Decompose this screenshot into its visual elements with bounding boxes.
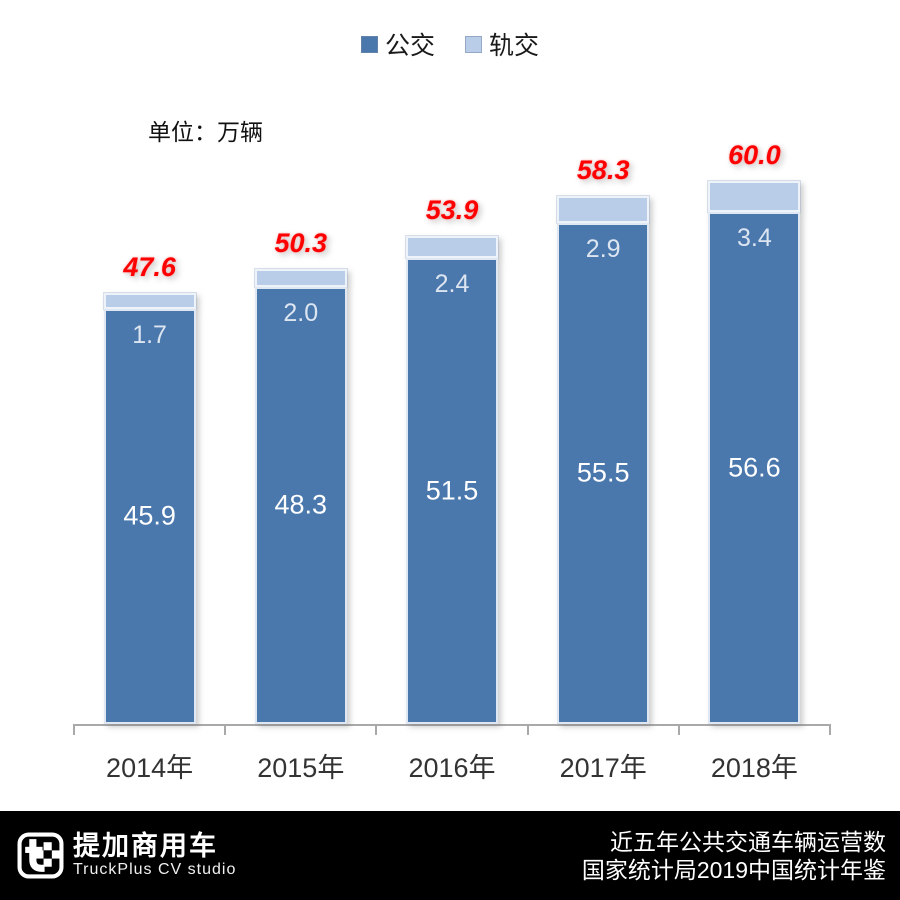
total-value-label: 53.9 <box>425 195 479 226</box>
rail-legend-swatch <box>465 35 482 53</box>
x-axis-tick <box>224 724 227 735</box>
x-axis-tick <box>829 724 831 735</box>
bus-value-label: 48.3 <box>274 489 328 520</box>
bus-segment: 1.7 45.9 <box>103 308 196 724</box>
bus-segment: 2.4 51.5 <box>406 257 498 724</box>
x-axis-tick <box>677 724 680 735</box>
total-value-label: 50.3 <box>274 227 328 258</box>
stacked-bar-2017年: 58.3 2.9 55.5 <box>556 155 651 724</box>
bus-value-label: 55.5 <box>576 457 630 488</box>
source-reference: 国家统计局2019中国统计年鉴 <box>581 856 886 883</box>
x-axis-line <box>74 724 830 726</box>
x-axis-label-2015年: 2015年 <box>257 753 345 783</box>
bus-value-label: 45.9 <box>123 500 176 531</box>
x-axis-label-2018年: 2018年 <box>710 753 798 783</box>
rail-value-label: 2.4 <box>434 269 470 298</box>
rail-value-label: 2.9 <box>585 234 621 263</box>
truckplus-logo-icon <box>17 832 64 879</box>
stacked-bar-2015年: 50.3 2.0 48.3 <box>253 228 348 724</box>
rail-value-label: 1.7 <box>132 320 167 349</box>
rail-segment <box>102 292 197 310</box>
legend-item-bus: 公交 <box>360 26 435 62</box>
bus-value-label: 51.5 <box>425 475 479 506</box>
data-source-caption: 近五年公共交通车辆运营数 国家统计局2019中国统计年鉴 <box>582 828 886 884</box>
unit-label: 单位：万辆 <box>148 119 263 145</box>
x-axis-tick <box>73 724 75 735</box>
bus-segment: 2.9 55.5 <box>557 222 650 724</box>
source-title: 近五年公共交通车辆运营数 <box>610 828 886 855</box>
x-axis-tick <box>375 724 378 735</box>
brand-name-cn: 提加商用车 <box>73 831 218 861</box>
rail-value-label: 2.0 <box>283 298 319 327</box>
x-axis-label-2014年: 2014年 <box>106 753 194 783</box>
rail-legend-label: 轨交 <box>489 32 540 60</box>
x-axis-label-2017年: 2017年 <box>559 753 647 783</box>
bus-legend-label: 公交 <box>384 32 435 60</box>
x-axis-label-2016年: 2016年 <box>408 753 496 783</box>
legend-item-rail: 轨交 <box>465 26 539 62</box>
x-axis-tick <box>526 724 529 735</box>
stacked-bar-2018年: 60.0 3.4 56.6 <box>707 140 802 724</box>
brand-logo: 提加商用车 TruckPlus CV studio <box>17 832 236 879</box>
total-value-label: 58.3 <box>576 155 630 186</box>
total-value-label: 60.0 <box>728 140 781 170</box>
total-value-label: 47.6 <box>123 252 176 283</box>
rail-value-label: 3.4 <box>737 223 772 252</box>
rail-segment <box>556 195 651 224</box>
bus-value-label: 56.6 <box>728 452 781 483</box>
stacked-bar-2014年: 47.6 1.7 45.9 <box>102 252 197 724</box>
brand-name-en: TruckPlus CV studio <box>73 861 237 878</box>
rail-segment <box>707 180 802 213</box>
bus-segment: 2.0 48.3 <box>254 286 347 724</box>
branding-footer: 提加商用车 TruckPlus CV studio 近五年公共交通车辆运营数 国… <box>0 811 900 900</box>
brand-text: 提加商用车 TruckPlus CV studio <box>73 832 236 879</box>
bus-segment: 3.4 56.6 <box>708 211 801 724</box>
stacked-bar-2016年: 53.9 2.4 51.5 <box>405 195 499 724</box>
chart-legend: 公交 轨交 <box>0 26 900 62</box>
rail-segment <box>405 235 499 259</box>
bus-legend-swatch <box>360 35 378 53</box>
rail-segment <box>253 267 348 288</box>
